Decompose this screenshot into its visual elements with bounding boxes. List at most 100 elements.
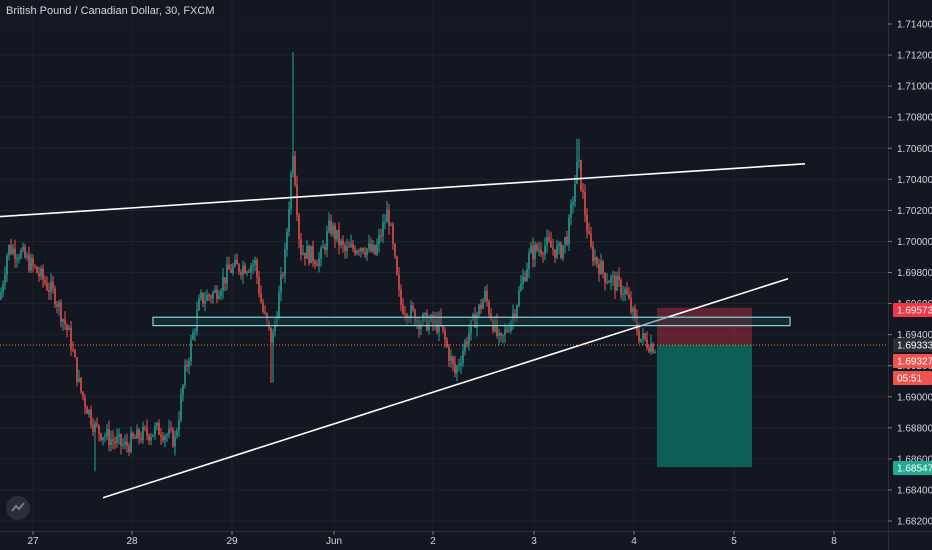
candle-body	[270, 327, 272, 344]
trendline[interactable]	[102, 277, 789, 499]
candle-body	[496, 320, 498, 337]
y-axis-tick-label: 1.70600	[897, 144, 932, 155]
take-profit-zone[interactable]	[657, 345, 752, 468]
candle-body	[176, 431, 178, 437]
candle-body	[562, 245, 564, 258]
candle-body	[40, 268, 42, 277]
candle-body	[464, 341, 466, 352]
candle-body	[566, 237, 568, 245]
candle-body	[432, 315, 434, 324]
candle-body	[84, 396, 86, 407]
candle-body	[412, 305, 414, 310]
stop-loss-zone[interactable]	[657, 307, 752, 346]
price-label-text: 1.69573	[897, 306, 932, 317]
candle-body	[290, 173, 292, 209]
candle-body	[142, 427, 144, 441]
x-axis-tick-label: Jun	[326, 536, 342, 547]
tradingview-logo[interactable]	[6, 496, 30, 520]
candle-body	[230, 269, 232, 273]
candle-body	[44, 279, 46, 284]
candle-body	[328, 220, 330, 232]
candle-body	[532, 246, 534, 260]
candle-body	[540, 249, 542, 254]
candle-body	[264, 311, 266, 314]
candle-body	[190, 339, 192, 361]
candle-body	[296, 184, 298, 216]
candle-body	[514, 312, 516, 318]
candle-body	[506, 329, 508, 331]
candle-body	[222, 277, 224, 292]
candle-body	[434, 319, 436, 324]
candle-body	[588, 231, 590, 235]
candle-body	[488, 301, 490, 314]
candle-body	[616, 275, 618, 291]
candle-body	[268, 321, 270, 328]
candle-body	[582, 190, 584, 193]
candle-body	[614, 276, 616, 291]
candle-body	[56, 304, 58, 307]
candle-body	[260, 293, 262, 303]
x-axis-tick-label: 8	[831, 536, 837, 547]
candle-body	[522, 276, 524, 284]
candle-body	[544, 244, 546, 255]
y-axis-tick-label: 1.68800	[897, 423, 932, 434]
candle-body	[606, 281, 608, 283]
candle-body	[216, 289, 218, 299]
candle-body	[256, 259, 258, 277]
candle-body	[364, 252, 366, 256]
y-axis-tick-label: 1.69800	[897, 268, 932, 279]
candle-body	[288, 208, 290, 232]
candle-body	[470, 319, 472, 333]
candle-body	[2, 284, 4, 293]
candle-body	[204, 300, 206, 304]
price-label-text: 1.69333	[897, 341, 932, 352]
candle-body	[556, 245, 558, 258]
candle-body	[12, 248, 14, 254]
candle-body	[592, 246, 594, 262]
candle-body	[416, 319, 418, 324]
candle-body	[238, 264, 240, 272]
trendline[interactable]	[0, 162, 806, 218]
candle-body	[112, 439, 114, 442]
support-resistance-zone[interactable]	[152, 316, 791, 327]
candle-body	[314, 261, 316, 265]
candle-body	[580, 159, 582, 191]
candle-body	[538, 249, 540, 251]
candle-body	[42, 268, 44, 280]
candle-body	[526, 269, 528, 281]
candle-body	[214, 289, 216, 293]
candle-body	[450, 356, 452, 361]
candle-body	[166, 434, 168, 436]
plot-area[interactable]	[0, 0, 888, 531]
candle-body	[244, 265, 246, 274]
candle-body	[108, 428, 110, 446]
candle-body	[550, 240, 552, 248]
candle-body	[186, 364, 188, 367]
candle-body	[646, 338, 648, 348]
candle-body	[272, 331, 274, 344]
candle-body	[574, 183, 576, 202]
candle-body	[502, 334, 504, 336]
candle-body	[172, 429, 174, 447]
candle-body	[96, 423, 98, 426]
candle-body	[22, 246, 24, 251]
candle-body	[174, 436, 176, 447]
candle-body	[156, 422, 158, 427]
candle-body	[564, 237, 566, 246]
candle-body	[318, 258, 320, 267]
candle-body	[66, 324, 68, 330]
candle-body	[554, 249, 556, 258]
price-label-badge	[893, 338, 932, 352]
candle-body	[254, 259, 256, 265]
candle-body	[248, 271, 250, 273]
candle-body	[370, 243, 372, 252]
candle-body	[476, 314, 478, 328]
candle-body	[438, 317, 440, 333]
candle-body	[106, 428, 108, 437]
candle-body	[124, 441, 126, 445]
candle-body	[88, 409, 90, 414]
candle-body	[310, 245, 312, 264]
candle-body	[194, 331, 196, 333]
candle-body	[184, 364, 186, 386]
